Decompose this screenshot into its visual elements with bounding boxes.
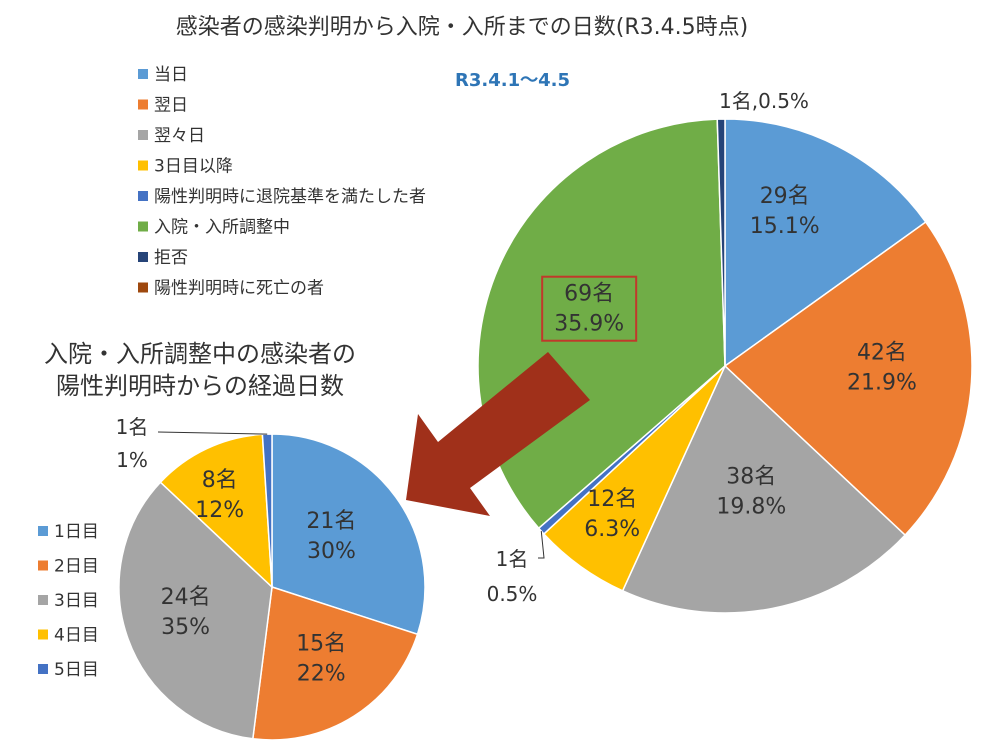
legend-swatch bbox=[38, 629, 48, 640]
legend-swatch bbox=[138, 69, 148, 79]
legend-label: 3日目以降 bbox=[154, 157, 233, 177]
sub-slice-count-label: 8名 bbox=[202, 468, 238, 493]
main-slice-count-label: 1名 bbox=[496, 547, 529, 571]
main-slice-count-label: 29名 bbox=[760, 184, 810, 209]
sub-chart-title-line-1: 入院・入所調整中の感染者の bbox=[44, 340, 356, 368]
main-slice-count-label: 69名 bbox=[564, 282, 614, 307]
sub-pie-slice-0 bbox=[271, 433, 426, 636]
main-slice-percent-label: 35.9% bbox=[554, 312, 624, 337]
main-slice-count-label: 12名 bbox=[587, 487, 637, 512]
legend-label: 2日目 bbox=[54, 557, 99, 577]
leader-line bbox=[157, 431, 268, 435]
sub-slice-percent-label: 22% bbox=[297, 662, 346, 687]
sub-slice-count-label: 24名 bbox=[161, 585, 211, 610]
legend-swatch bbox=[138, 221, 148, 232]
sub-chart-title-line-2: 陽性判明時からの経過日数 bbox=[56, 372, 344, 400]
sub-pie-slice-2 bbox=[118, 481, 273, 740]
legend-swatch bbox=[138, 130, 148, 140]
main-pie-slice-1 bbox=[723, 221, 973, 537]
sub-slice-percent-label: 35% bbox=[161, 615, 210, 640]
sub-slice-count-label: 1名 bbox=[116, 415, 149, 439]
legend-label: 入院・入所調整中 bbox=[154, 218, 290, 238]
main-pie-slice-2 bbox=[621, 364, 907, 614]
sub-slice-percent-label: 12% bbox=[195, 498, 244, 523]
main-pie-slice-6 bbox=[716, 118, 726, 367]
legend-swatch bbox=[38, 595, 48, 605]
main-slice-percent-label: 21.9% bbox=[847, 370, 917, 395]
legend-label: 陽性判明時に死亡の者 bbox=[154, 279, 324, 299]
sub-pie: 21名 30% 15名 22% 24名 35% 8名 12% 1名 1% bbox=[116, 415, 426, 740]
sub-chart-legend: 1日目 2日目 3日目 4日目 5日目 bbox=[38, 522, 99, 680]
main-slice-percent-label: 15.1% bbox=[750, 214, 820, 239]
main-slice-percent-label: 0.5% bbox=[487, 582, 538, 606]
sub-slice-count-label: 21名 bbox=[306, 509, 356, 534]
sub-slice-count-label: 15名 bbox=[296, 632, 346, 657]
callout-arrow bbox=[406, 352, 590, 516]
legend-label: 4日目 bbox=[54, 626, 99, 646]
legend-label: 3日目 bbox=[54, 591, 99, 611]
main-slice-count-label: 42名 bbox=[857, 340, 907, 365]
main-slice-percent-label: 19.8% bbox=[716, 494, 786, 519]
main-chart-title: 感染者の感染判明から入院・入所までの日数(R3.4.5時点) bbox=[176, 15, 748, 40]
legend-label: 5日目 bbox=[54, 660, 99, 680]
legend-swatch bbox=[138, 282, 148, 293]
main-pie: 29名 15.1% 42名 21.9% 38名 19.8% 12名 6.3% 69名 35.9% 1… bbox=[477, 89, 973, 614]
main-chart-period: R3.4.1〜4.5 bbox=[455, 70, 570, 91]
sub-pie-slice-3 bbox=[159, 433, 273, 589]
legend-swatch bbox=[138, 99, 148, 110]
sub-slice-percent-label: 30% bbox=[307, 539, 356, 564]
legend-label: 当日 bbox=[154, 65, 188, 85]
legend-label: 拒否 bbox=[154, 248, 188, 268]
main-slice-count-label: 1名,0.5% bbox=[719, 89, 809, 113]
legend-swatch bbox=[138, 252, 148, 262]
legend-swatch bbox=[38, 560, 48, 571]
legend-label: 陽性判明時に退院基準を満たした者 bbox=[154, 187, 426, 207]
legend-swatch bbox=[38, 664, 48, 674]
legend-label: 1日目 bbox=[54, 522, 99, 542]
highlight-box bbox=[541, 275, 638, 342]
legend-swatch bbox=[38, 526, 48, 536]
leader-line bbox=[538, 531, 545, 559]
legend-swatch bbox=[138, 160, 148, 171]
legend-swatch bbox=[138, 191, 148, 201]
main-slice-count-label: 38名 bbox=[726, 464, 776, 489]
sub-slice-percent-label: 1% bbox=[116, 448, 148, 472]
legend-label: 翌々日 bbox=[154, 126, 205, 146]
main-slice-percent-label: 6.3% bbox=[584, 517, 640, 542]
legend-label: 翌日 bbox=[154, 96, 188, 116]
main-pie-slice-0 bbox=[724, 118, 927, 368]
